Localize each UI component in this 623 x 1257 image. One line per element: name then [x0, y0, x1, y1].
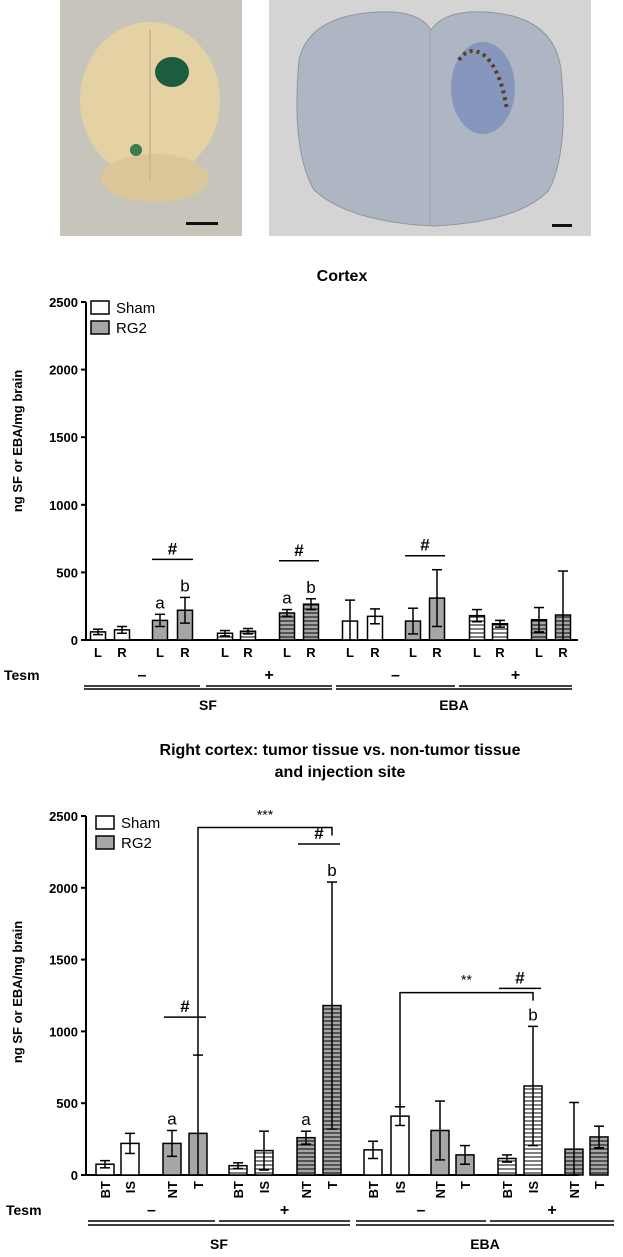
legend-swatch — [90, 300, 110, 315]
tesm-value: – — [147, 1202, 156, 1219]
tesm-label: Tesm — [4, 667, 40, 683]
x-tick-label: T — [458, 1181, 473, 1189]
significance-label: # — [180, 997, 190, 1016]
brain-photo — [60, 0, 242, 236]
x-tick-label: R — [117, 645, 127, 660]
significance-label: # — [168, 539, 178, 558]
brain-section-photo — [269, 0, 591, 236]
x-tick-label: NT — [433, 1181, 448, 1198]
y-tick-label: 1500 — [49, 430, 78, 445]
x-tick-label: T — [592, 1181, 607, 1189]
x-tick-label: L — [156, 645, 164, 660]
y-tick-label: 1000 — [49, 1024, 78, 1039]
tesm-label: Tesm — [6, 1202, 42, 1218]
y-axis-label: ng SF or EBA/mg brain — [10, 921, 25, 1063]
bar-annotation: a — [167, 1109, 177, 1128]
x-tick-label: R — [306, 645, 316, 660]
significance-label: ** — [461, 972, 472, 988]
y-tick-label: 2000 — [49, 881, 78, 896]
group-label: SF — [199, 697, 217, 713]
y-tick-label: 2000 — [49, 363, 78, 378]
group-label: EBA — [439, 697, 469, 713]
cortex-chart: Cortex ng SF or EBA/mg brain 0 500 1000 150… — [4, 268, 578, 713]
x-tick-label: L — [473, 645, 481, 660]
x-tick-label: NT — [299, 1181, 314, 1198]
y-tick-label: 1500 — [49, 953, 78, 968]
significance-bracket — [399, 991, 534, 1107]
x-tick-label: L — [535, 645, 543, 660]
legend-swatch — [95, 835, 115, 850]
x-tick-label: NT — [567, 1181, 582, 1198]
y-tick-label: 1000 — [49, 498, 78, 513]
brain-photo-drawing — [60, 0, 242, 236]
chart-title: Cortex — [317, 268, 368, 285]
chart-subtitle: and injection site — [275, 764, 406, 781]
x-tick-label: IS — [393, 1181, 408, 1194]
x-tick-label: L — [221, 645, 229, 660]
x-tick-label: L — [409, 645, 417, 660]
group-label: SF — [210, 1236, 228, 1252]
x-tick-label: IS — [526, 1181, 541, 1194]
y-axis-label: ng SF or EBA/mg brain — [10, 370, 25, 512]
significance-label: # — [294, 541, 304, 560]
y-tick-label: 500 — [56, 565, 78, 580]
bar-annotation: b — [528, 1005, 537, 1024]
y-tick-label: 500 — [56, 1096, 78, 1111]
tesm-value: + — [511, 667, 520, 684]
x-tick-label: R — [495, 645, 505, 660]
bar-annotation: a — [301, 1110, 311, 1129]
y-tick-label: 2500 — [49, 809, 78, 824]
x-tick-label: IS — [257, 1181, 272, 1194]
significance-label: # — [420, 536, 430, 555]
x-tick-label: T — [191, 1181, 206, 1189]
legend-label: RG2 — [116, 320, 147, 337]
tesm-value: + — [280, 1202, 289, 1219]
chart-title: Right cortex: tumor tissue vs. non-tumor… — [160, 742, 521, 759]
y-tick-label: 0 — [71, 633, 78, 648]
legend-swatch — [95, 815, 115, 830]
x-tick-label: NT — [165, 1181, 180, 1198]
right-cortex-chart: Right cortex: tumor tissue vs. non-tumor… — [6, 742, 614, 1252]
bar-annotation: b — [327, 861, 336, 880]
significance-label: # — [314, 824, 324, 843]
x-tick-label: R — [243, 645, 253, 660]
x-tick-label: BT — [98, 1181, 113, 1198]
x-tick-label: R — [432, 645, 442, 660]
x-tick-label: L — [346, 645, 354, 660]
significance-label: *** — [257, 806, 274, 822]
tesm-value: – — [391, 667, 400, 684]
y-tick-label: 2500 — [49, 295, 78, 310]
x-tick-label: BT — [500, 1181, 515, 1198]
significance-bracket — [197, 826, 333, 1056]
bar-annotation: a — [282, 589, 292, 608]
brain-section-drawing — [269, 0, 591, 236]
tesm-value: + — [547, 1202, 556, 1219]
legend-label: RG2 — [121, 835, 152, 852]
x-tick-label: R — [180, 645, 190, 660]
bar-annotation: b — [180, 576, 189, 595]
x-tick-label: IS — [123, 1181, 138, 1194]
x-tick-label: L — [94, 645, 102, 660]
x-tick-label: BT — [366, 1181, 381, 1198]
significance-label: # — [515, 968, 525, 987]
y-tick-label: 0 — [71, 1168, 78, 1183]
tesm-value: – — [417, 1202, 426, 1219]
x-tick-label: L — [283, 645, 291, 660]
bar-annotation: b — [306, 578, 315, 597]
legend-swatch — [90, 320, 110, 335]
x-tick-label: R — [558, 645, 568, 660]
tesm-value: – — [138, 667, 147, 684]
bar-annotation: a — [155, 593, 165, 612]
x-tick-label: BT — [231, 1181, 246, 1198]
legend-label: Sham — [116, 300, 155, 317]
x-tick-label: R — [370, 645, 380, 660]
x-tick-label: T — [325, 1181, 340, 1189]
legend-label: Sham — [121, 815, 160, 832]
group-label: EBA — [470, 1236, 500, 1252]
tesm-value: + — [264, 667, 273, 684]
